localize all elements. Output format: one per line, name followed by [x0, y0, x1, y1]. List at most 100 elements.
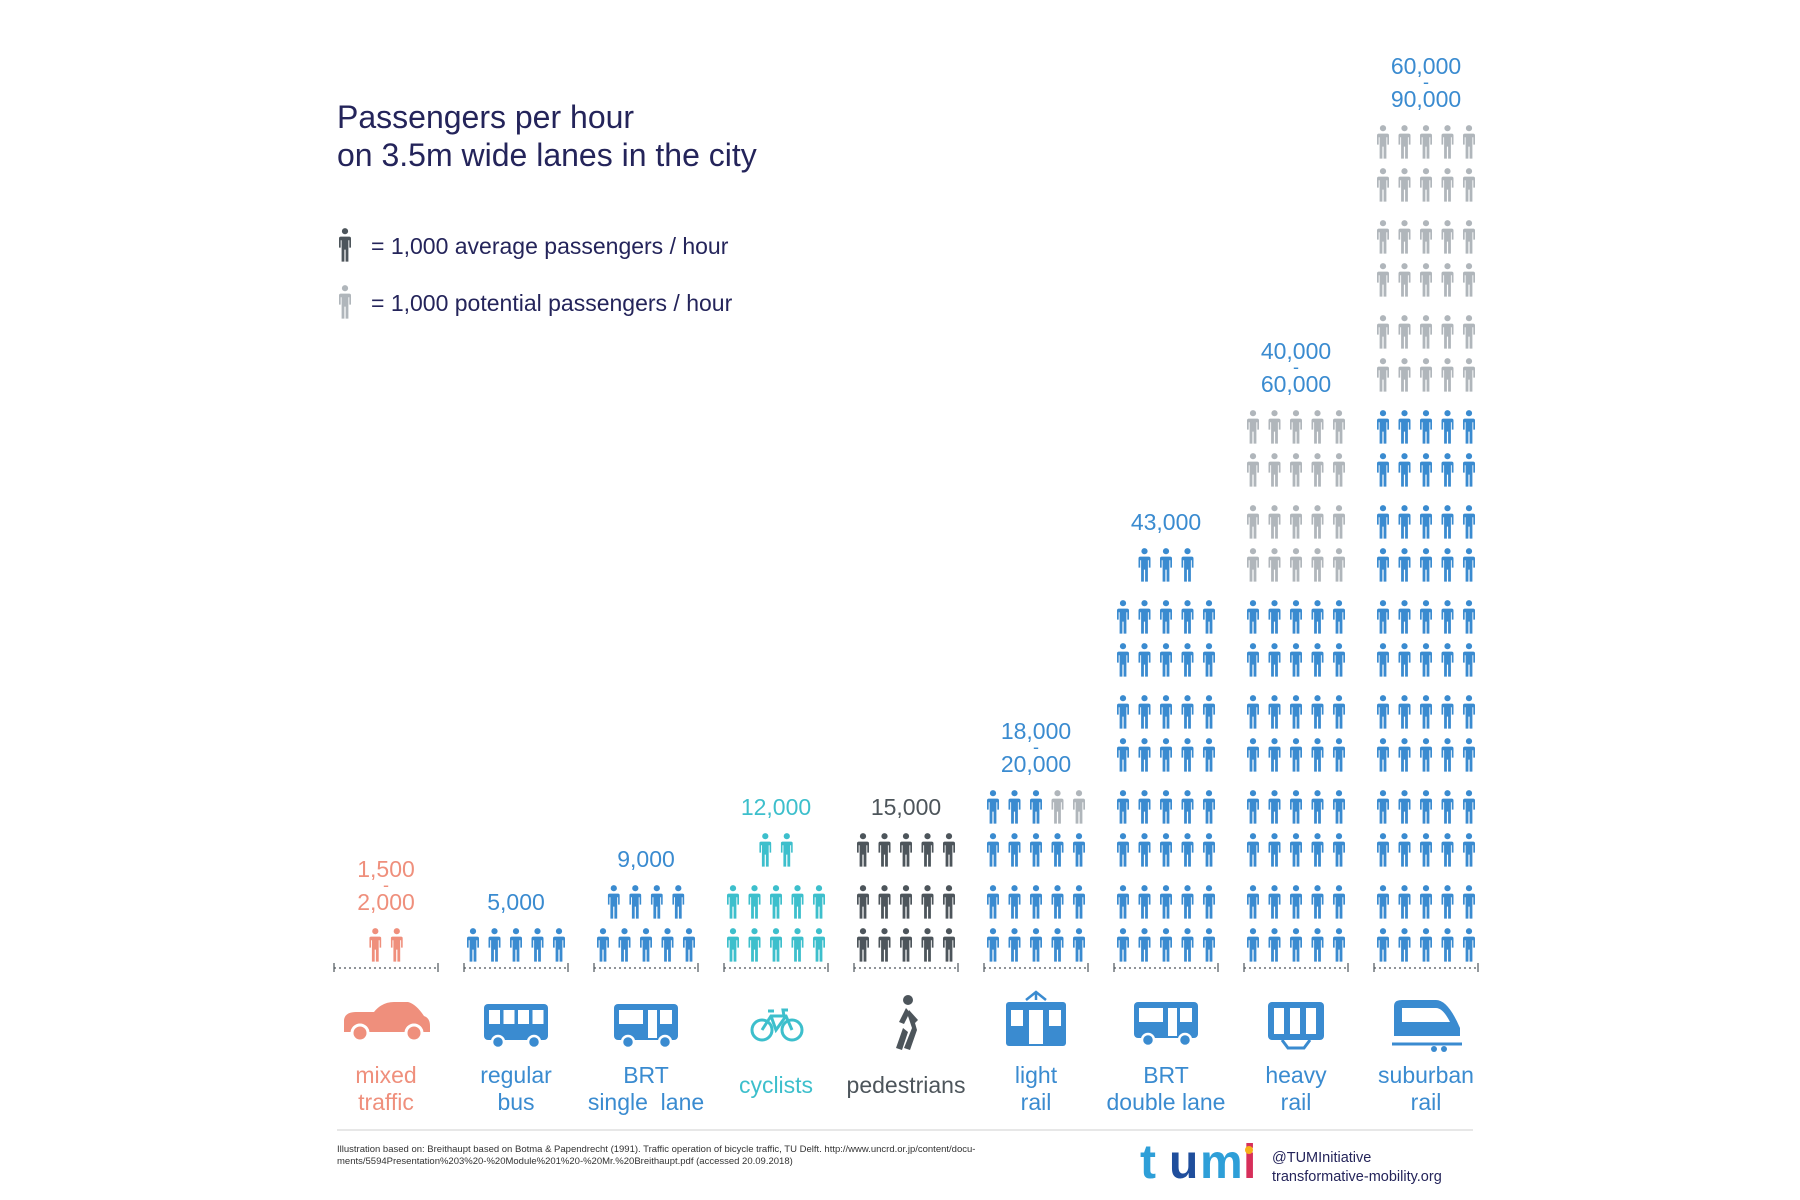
- legend-potential-person-icon: [339, 285, 351, 319]
- average-person-icon: [791, 885, 804, 919]
- potential-person-icon: [1398, 315, 1411, 349]
- column-4: 15,000 pedestrians: [847, 794, 966, 1098]
- average-person-icon: [1441, 885, 1454, 919]
- average-person-icon: [650, 885, 663, 919]
- average-person-icon: [1181, 548, 1194, 582]
- value-label: 5,000: [487, 889, 545, 915]
- potential-person-icon: [1420, 263, 1432, 297]
- average-person-icon: [1377, 790, 1389, 824]
- logo-letter-u: u: [1169, 1136, 1198, 1189]
- value-label: 18,000: [1001, 718, 1071, 744]
- average-person-icon: [943, 833, 955, 867]
- average-person-icon: [1377, 505, 1389, 539]
- average-person-icon: [1203, 738, 1215, 772]
- average-person-icon: [1051, 833, 1064, 867]
- average-person-icon: [1441, 695, 1454, 729]
- average-person-icon: [1008, 833, 1021, 867]
- source-note-line-1: Illustration based on: Breithaupt based …: [337, 1144, 975, 1155]
- potential-person-icon: [1268, 548, 1281, 582]
- average-person-icon: [1333, 643, 1345, 677]
- category-label: traffic: [358, 1089, 414, 1115]
- average-person-icon: [1030, 885, 1042, 919]
- category-label: heavy: [1265, 1062, 1327, 1088]
- average-person-icon: [1203, 643, 1215, 677]
- average-person-icon: [1377, 548, 1389, 582]
- average-person-icon: [1073, 833, 1085, 867]
- average-person-icon: [1290, 790, 1302, 824]
- average-person-icon: [1463, 453, 1475, 487]
- average-person-icon: [1311, 790, 1324, 824]
- average-person-icon: [1420, 410, 1432, 444]
- potential-person-icon: [1268, 453, 1281, 487]
- average-person-icon: [369, 928, 382, 962]
- value-label: 40,000: [1261, 338, 1331, 364]
- chart-columns: 1,500-2,000mixedtraffic5,000regularbus9,…: [333, 53, 1479, 1115]
- average-person-icon: [1203, 600, 1215, 634]
- potential-person-icon: [1333, 505, 1345, 539]
- average-person-icon: [1441, 738, 1454, 772]
- average-person-icon: [813, 885, 825, 919]
- average-person-icon: [1441, 453, 1454, 487]
- average-person-icon: [1247, 833, 1259, 867]
- column-3: 12,000 cyclists: [723, 794, 829, 1098]
- average-person-icon: [467, 928, 479, 962]
- category-label: rail: [1411, 1089, 1442, 1115]
- potential-person-icon: [1268, 505, 1281, 539]
- average-person-icon: [1441, 790, 1454, 824]
- potential-person-icon: [1420, 125, 1432, 159]
- average-person-icon: [727, 928, 739, 962]
- average-person-icon: [1117, 643, 1129, 677]
- average-person-icon: [1420, 928, 1432, 962]
- average-person-icon: [1420, 885, 1432, 919]
- potential-person-icon: [1420, 315, 1432, 349]
- average-person-icon: [1247, 600, 1259, 634]
- average-person-icon: [1051, 885, 1064, 919]
- average-person-icon: [1247, 928, 1259, 962]
- category-label: BRT: [623, 1062, 669, 1088]
- average-person-icon: [1160, 833, 1172, 867]
- potential-person-icon: [1377, 168, 1389, 202]
- potential-person-icon: [1333, 453, 1345, 487]
- average-person-icon: [618, 928, 631, 962]
- average-person-icon: [1333, 695, 1345, 729]
- potential-person-icon: [1441, 168, 1454, 202]
- potential-person-icon: [1333, 548, 1345, 582]
- average-person-icon: [813, 928, 825, 962]
- chart-title-line-2: on 3.5m wide lanes in the city: [337, 137, 757, 173]
- potential-person-icon: [1441, 315, 1454, 349]
- average-person-icon: [1008, 928, 1021, 962]
- average-person-icon: [1463, 643, 1475, 677]
- average-person-icon: [1290, 738, 1302, 772]
- potential-person-icon: [1311, 410, 1324, 444]
- average-person-icon: [1160, 885, 1172, 919]
- average-person-icon: [1398, 833, 1411, 867]
- average-person-icon: [1138, 885, 1151, 919]
- value-label: 60,000: [1261, 371, 1331, 397]
- average-person-icon: [1030, 928, 1042, 962]
- average-person-icon: [1463, 833, 1475, 867]
- average-person-icon: [661, 928, 674, 962]
- average-person-icon: [748, 885, 761, 919]
- average-person-icon: [1268, 833, 1281, 867]
- average-person-icon: [531, 928, 544, 962]
- average-person-icon: [607, 885, 620, 919]
- average-person-icon: [1311, 695, 1324, 729]
- average-person-icon: [1160, 928, 1172, 962]
- average-person-icon: [1160, 600, 1172, 634]
- legend-average-label: = 1,000 average passengers / hour: [371, 233, 729, 259]
- category-label: rail: [1021, 1089, 1052, 1115]
- average-person-icon: [1117, 790, 1129, 824]
- average-person-icon: [1203, 885, 1215, 919]
- potential-person-icon: [1333, 410, 1345, 444]
- average-person-icon: [510, 928, 522, 962]
- average-person-icon: [1377, 643, 1389, 677]
- average-person-icon: [1398, 885, 1411, 919]
- average-person-icon: [1138, 600, 1151, 634]
- potential-person-icon: [1290, 410, 1302, 444]
- average-person-icon: [1398, 790, 1411, 824]
- average-person-icon: [1377, 453, 1389, 487]
- website-url: transformative-mobility.org: [1272, 1169, 1442, 1185]
- value-label: 43,000: [1131, 509, 1201, 535]
- average-person-icon: [1311, 738, 1324, 772]
